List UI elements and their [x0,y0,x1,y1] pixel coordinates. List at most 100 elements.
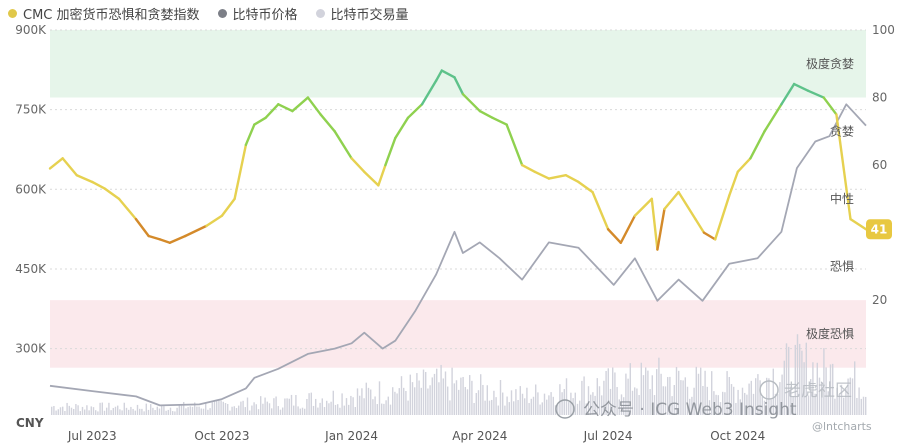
volume-bar [442,378,444,415]
volume-bar [222,401,224,415]
volume-bar [708,400,711,415]
volume-bar [834,398,836,415]
volume-bar [156,406,158,415]
volume-bar [205,402,207,415]
volume-bar [675,366,678,415]
volume-bar [216,399,218,415]
volume-bar [427,388,429,415]
volume-bar [700,367,702,415]
volume-bar [436,368,438,415]
fear-greed-segment [650,197,659,251]
volume-bar [460,377,462,415]
volume-bar [400,376,403,415]
btc-price-line [49,103,867,407]
legend-item-fear-greed[interactable]: CMC 加密货币恐惧和贪婪指数 [8,4,200,23]
volume-bar [618,399,620,415]
volume-bar [750,380,752,415]
volume-bar [660,373,662,415]
volume-bar [451,367,453,415]
volume-bar [370,389,372,415]
fear-greed-segment [363,170,380,187]
volume-bar [462,376,464,415]
volume-bar [224,403,227,415]
volume-bar [365,382,367,415]
fear-greed-segment [420,79,438,106]
fear-greed-segment [714,194,731,241]
volume-bar [801,350,803,415]
fear-greed-segment [728,170,739,197]
volume-bar [526,387,528,415]
volume-bar [253,402,255,415]
volume-bar [693,387,695,415]
volume-bar [508,402,510,415]
volume-bar [306,398,308,415]
volume-bar [73,408,75,415]
volume-bar [273,398,275,415]
volume-bar [304,408,306,415]
volume-bar [136,404,139,415]
legend-item-btc-price[interactable]: 比特币价格 [217,4,298,23]
volume-bar [741,387,744,415]
volume-bar [840,384,843,415]
volume-bar [299,408,301,415]
wechat-icon [555,399,575,419]
volume-bar [431,377,433,415]
volume-bar [453,383,455,415]
volume-bar [394,391,396,415]
volume-bar [348,404,350,415]
volume-bar [213,400,216,415]
volume-bar [574,392,576,415]
volume-bar [147,409,150,415]
volume-bar [587,386,590,415]
fear-greed-segment [694,217,706,234]
fear-greed-segment [434,69,443,82]
volume-bar [308,393,310,415]
volume-bar [471,380,473,415]
volume-bar [702,385,704,415]
volume-bar [609,388,612,415]
volume-bar [227,403,229,415]
volume-bar [484,400,486,415]
volume-bar [620,394,623,415]
volume-bar [264,397,266,415]
volume-bar [176,407,178,415]
volume-bar [211,402,213,415]
volume-bar [317,407,319,415]
volume-bar [640,362,642,415]
fear-greed-segment [663,190,680,211]
volume-bar [383,403,385,415]
fear-greed-segment [184,224,208,238]
left-tick-label-4: 900K [15,23,47,37]
fear-greed-segment [384,136,397,167]
volume-bar [627,378,629,415]
volume-bar [117,405,119,415]
volume-bar [642,375,645,415]
volume-bar [356,388,359,415]
volume-bar [816,362,818,415]
volume-bar [557,404,559,415]
fear-greed-segment [520,163,537,174]
volume-bar [55,410,57,415]
volume-bar [392,387,394,415]
volume-bar [475,392,477,415]
fear-greed-segment [533,170,551,180]
fear-greed-segment [835,113,852,221]
fear-greed-segment [564,174,580,184]
volume-bar [290,394,293,415]
volume-bar [832,363,834,415]
volume-bar [763,400,766,415]
volume-bar [315,398,317,415]
volume-bar [695,366,697,415]
volume-bar [862,396,865,415]
volume-bar [293,405,295,415]
fear-greed-segment [461,92,482,113]
volume-bar [337,404,339,415]
fear-greed-segment [406,103,424,120]
legend-item-btc-volume[interactable]: 比特币交易量 [315,4,409,23]
fear-greed-segment [244,123,256,147]
fear-greed-segment [134,217,150,238]
x-tick-label-1: Oct 2023 [194,429,249,443]
volume-bar [735,402,737,415]
fear-greed-segment [333,130,353,160]
volume-bar [433,373,436,415]
